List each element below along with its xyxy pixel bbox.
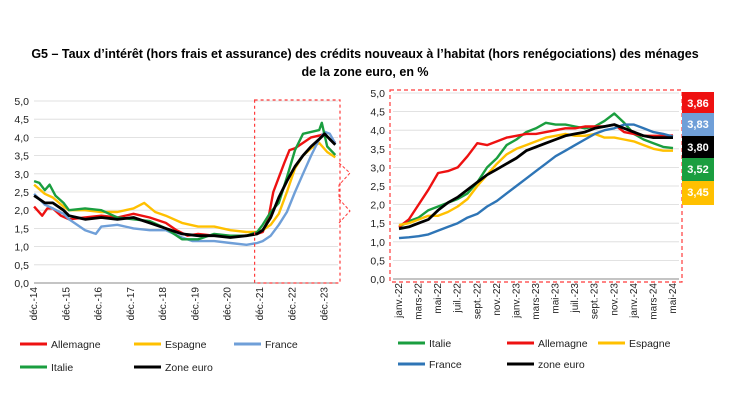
right-y-tick-label: 3,0: [370, 162, 385, 174]
right-y-tick-label: 5,0: [370, 88, 385, 100]
left-y-tick-label: 4,0: [14, 132, 29, 144]
left-y-tick-label: 5,0: [14, 96, 29, 108]
left-legend-label: Allemagne: [51, 339, 101, 351]
right-x-tick-label: mai-24: [668, 283, 679, 314]
chart-title-line1: G5 – Taux d’intérêt (hors frais et assur…: [31, 47, 699, 61]
right-y-tick-label: 1,0: [370, 237, 385, 249]
right-y-tick-label: 1,5: [370, 218, 385, 230]
right-series-line-espagne: [398, 132, 673, 227]
right-x-tick-label: mars-24: [648, 283, 659, 320]
left-y-tick-label: 4,5: [14, 114, 29, 126]
left-series-line-zone-euro: [33, 132, 337, 239]
right-x-tick-label: juil.-23: [570, 283, 581, 314]
left-legend-label: Italie: [51, 362, 73, 374]
last-value-badge: 3,80: [682, 136, 714, 160]
right-x-tick-label: sept.-22: [472, 283, 483, 320]
left-x-tick-label: déc.-17: [126, 287, 137, 321]
left-y-tick-label: 2,5: [14, 187, 29, 199]
right-y-tick-label: 2,5: [370, 181, 385, 193]
left-x-tick-label: déc.-14: [29, 287, 40, 321]
last-value-badge: 3,45: [682, 181, 714, 205]
right-x-tick-label: juil.-22: [453, 283, 464, 314]
left-zoom-box: [254, 99, 341, 284]
left-series-line-france: [33, 130, 337, 247]
right-y-tick-label: 0,5: [370, 255, 385, 267]
zoom-connector-arrow: [338, 162, 351, 224]
left-y-tick-label: 0,5: [14, 260, 29, 272]
right-x-tick-label: mai-23: [551, 283, 562, 314]
left-y-tick-label: 1,0: [14, 242, 29, 254]
right-legend-label: Italie: [429, 338, 451, 350]
right-series-line-allemagne: [398, 123, 674, 228]
right-x-tick-label: sept.-23: [590, 283, 601, 320]
left-x-tick-label: déc.-20: [223, 287, 234, 321]
right-x-tick-label: janv.-22: [394, 283, 405, 319]
right-y-tick-label: 0,0: [370, 274, 385, 286]
right-legend-label: zone euro: [538, 359, 585, 371]
left-x-tick-label: déc.-15: [61, 287, 72, 321]
chart-title-line2: de la zone euro, en %: [301, 65, 429, 79]
left-x-tick-label: déc.-23: [320, 287, 331, 321]
right-x-tick-label: janv.-23: [511, 283, 522, 319]
right-legend-label: Allemagne: [538, 338, 588, 350]
left-legend-label: Espagne: [165, 339, 207, 351]
right-x-tick-label: nov.-22: [492, 283, 503, 316]
right-x-tick-label: mars-22: [414, 283, 425, 320]
left-legend-label: Zone euro: [165, 362, 213, 374]
right-chart: 0,0 0,5 1,0 1,5 2,0 2,5 3,0 3,5 4,0 4,5 5,0 janv.-2…: [370, 88, 683, 371]
right-y-tick-label: 3,5: [370, 144, 385, 156]
right-y-tick-label: 2,0: [370, 200, 385, 212]
right-legend-label: France: [429, 359, 462, 371]
right-series-line-zone-euro: [398, 123, 673, 231]
left-x-tick-label: déc.-21: [255, 287, 266, 321]
left-x-tick-label: déc.-16: [94, 287, 105, 321]
last-value-badge: 3,83: [682, 113, 714, 137]
right-legend-label: Espagne: [629, 338, 671, 350]
right-y-tick-label: 4,0: [370, 125, 385, 137]
left-x-tick-label: déc.-18: [158, 287, 169, 321]
left-y-tick-label: 3,5: [14, 151, 29, 163]
chart-title: G5 – Taux d’intérêt (hors frais et assur…: [0, 45, 730, 81]
right-y-tick-label: 4,5: [370, 107, 385, 119]
left-legend-label: France: [265, 339, 298, 351]
last-value-badge: 3,86: [682, 92, 714, 116]
last-value-badge: 3,52: [682, 158, 714, 182]
left-y-tick-label: 2,0: [14, 205, 29, 217]
left-x-tick-label: déc.-22: [287, 287, 298, 321]
left-y-tick-label: 0,0: [14, 278, 29, 290]
right-series-line-france: [398, 123, 674, 240]
right-x-tick-label: nov.-23: [609, 283, 620, 316]
right-x-tick-label: janv.-24: [629, 283, 640, 319]
right-x-tick-label: mai-22: [433, 283, 444, 314]
zoom-connector: [338, 162, 351, 224]
left-chart: 0,0 0,5 1,0 1,5 2,0 2,5 3,0 3,5 4,0 4,5 5,0 déc.-14…: [14, 96, 341, 374]
left-x-tick-label: déc.-19: [190, 287, 201, 321]
left-y-tick-label: 1,5: [14, 223, 29, 235]
right-x-tick-label: mars-23: [531, 283, 542, 320]
left-y-tick-label: 3,0: [14, 169, 29, 181]
